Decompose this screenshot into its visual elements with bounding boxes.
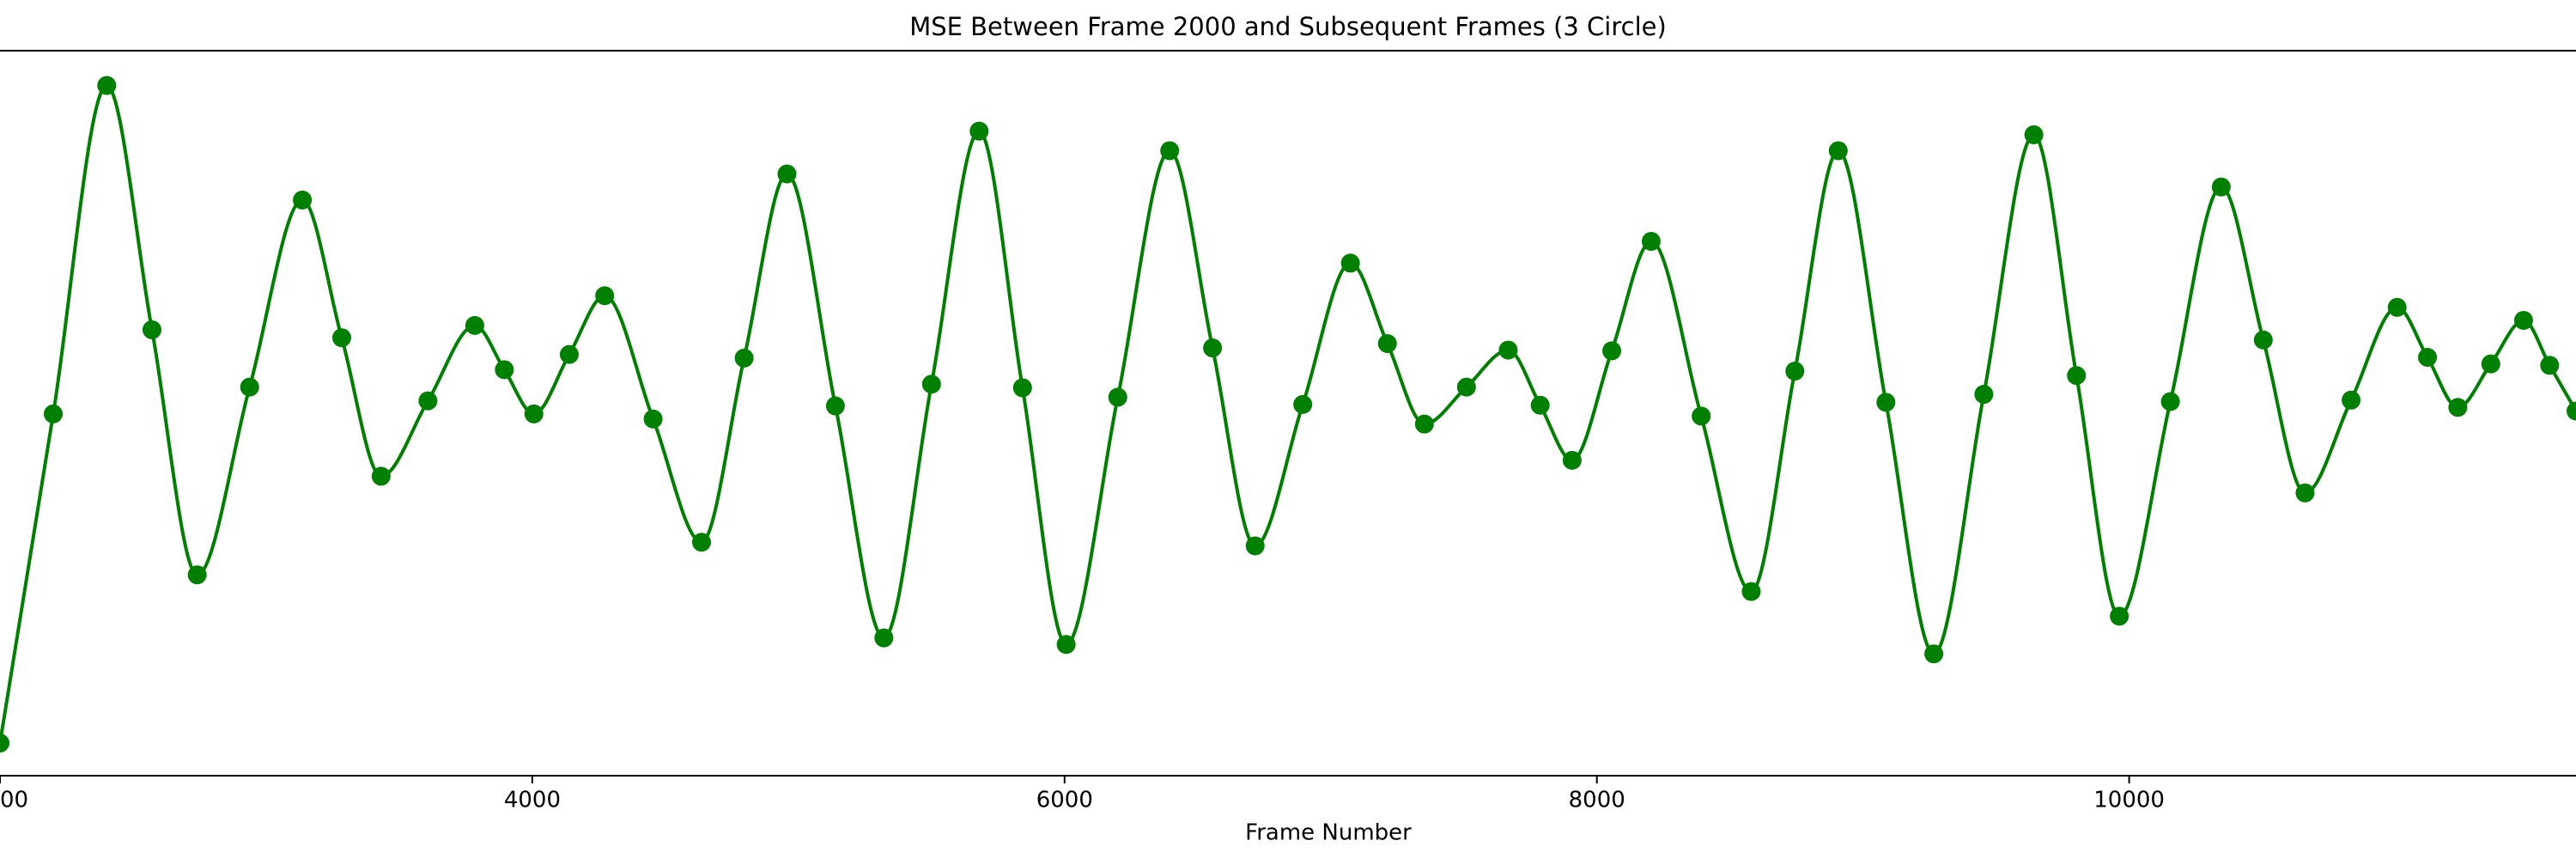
x-axis-label: Frame Number [1245,820,1412,846]
data-point [187,565,207,585]
data-point [2024,125,2044,144]
data-point [1641,231,1661,251]
data-point [1692,406,1711,426]
data-point [1562,450,1582,470]
data-point [2513,310,2533,330]
data-point [331,328,351,348]
data-point [1924,644,1944,664]
data-point [2418,348,2438,368]
data-point [643,409,663,429]
data-point [43,404,63,423]
data-line [0,83,2576,744]
data-point [1498,340,1518,360]
data-point [371,466,391,486]
data-point [0,734,9,753]
data-point [1974,385,1994,405]
data-point [418,391,438,411]
data-point [2253,330,2273,350]
data-point [1828,141,1848,161]
x-tick-label: 2000 [0,788,28,813]
data-point [465,315,484,335]
data-point [1741,582,1761,601]
data-point [874,628,894,648]
data-point [1602,341,1622,361]
data-point [2211,177,2231,197]
data-point [734,348,754,368]
data-point [1108,387,1127,407]
data-point [777,164,797,184]
data-point [524,404,544,423]
data-point [2067,366,2087,386]
x-tick-label: 4000 [504,788,561,813]
data-point [142,320,161,339]
data-point [2295,483,2315,503]
data-point [969,121,989,141]
data-point [1530,395,1550,415]
data-point [1203,338,1223,358]
data-point [692,533,712,552]
data-point [1456,377,1476,397]
data-point [2540,356,2560,375]
data-point [2160,392,2180,411]
data-point [559,344,579,364]
data-point [97,76,117,95]
data-point [1785,362,1805,381]
data-point [1293,394,1313,414]
data-point [2110,606,2129,626]
data-point [595,286,615,306]
data-point [825,396,845,416]
data-point [1245,536,1265,556]
x-tick-label: 8000 [1569,788,1625,813]
data-point [1012,378,1032,398]
data-point [1056,635,1076,655]
data-point [2567,401,2576,421]
chart-title: MSE Between Frame 2000 and Subsequent Fr… [909,12,1667,41]
data-point [2342,390,2361,410]
data-point [240,377,259,397]
data-point [2387,297,2407,317]
data-point [1340,253,1360,273]
data-point [495,360,514,380]
data-point [1414,414,1434,434]
x-tick-label: 10000 [2093,788,2165,813]
data-point [1160,141,1180,161]
data-point [293,190,313,210]
x-tick-label: 6000 [1036,788,1093,813]
data-point [921,375,941,394]
data-point [1876,393,1896,412]
data-point [1377,333,1397,353]
data-point [2481,354,2500,374]
data-point [2448,398,2468,417]
